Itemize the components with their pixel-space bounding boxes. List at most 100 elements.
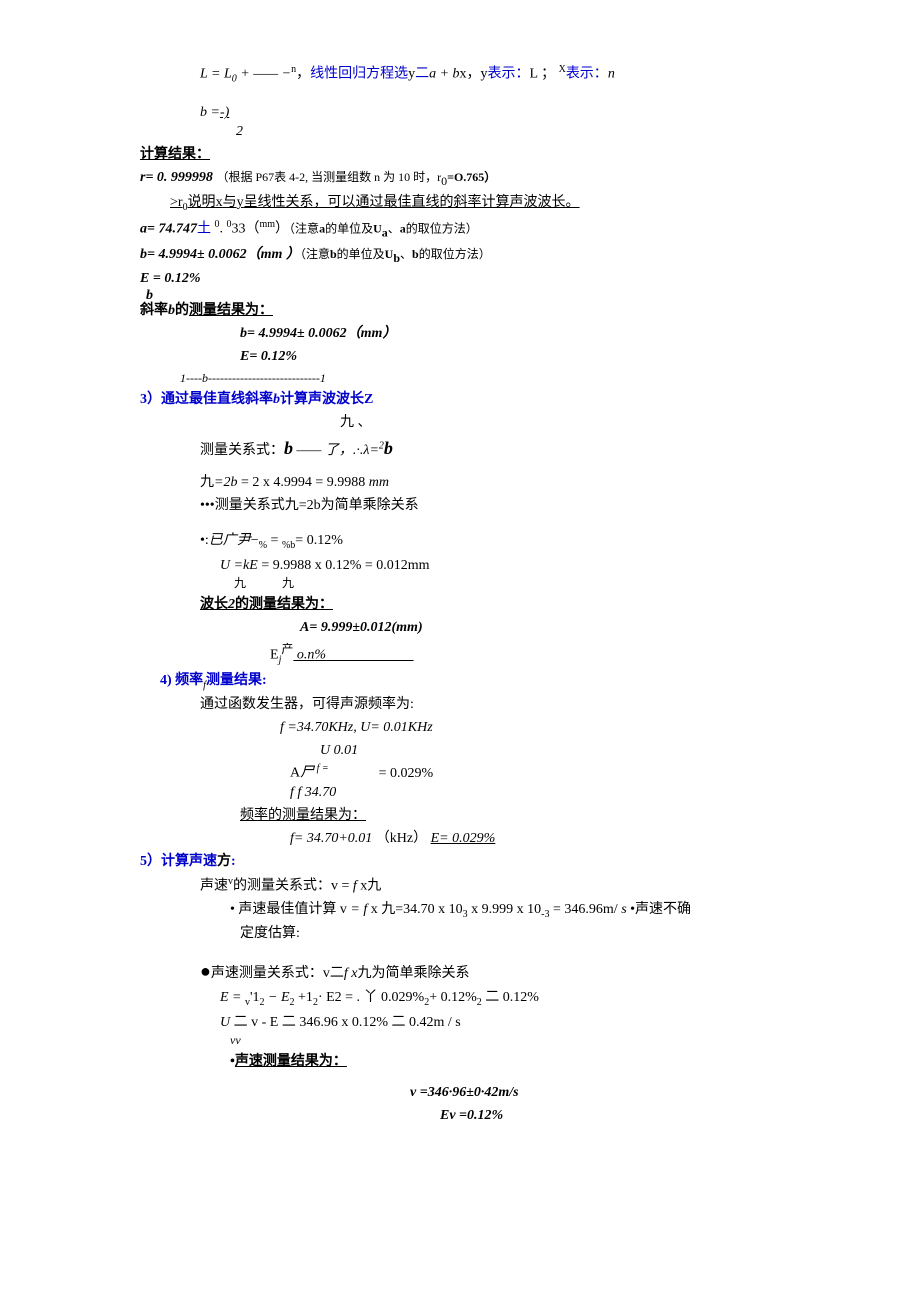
text: %	[259, 540, 267, 551]
text: • 声速最佳值计算 v	[230, 902, 350, 917]
text: 定度估算:	[140, 923, 820, 944]
text: 的单位及	[337, 247, 385, 261]
text: 土	[197, 222, 215, 237]
text: = 346.96m/	[550, 902, 622, 917]
text: ）	[275, 222, 289, 237]
text: b	[284, 438, 293, 458]
text: f f 34.70	[140, 782, 820, 803]
text: :	[231, 854, 236, 869]
line-34: U 二 v - E 二 346.96 x 0.12% 二 0.42m / s	[140, 1012, 820, 1033]
eq-b-frac: b =-)	[140, 102, 820, 123]
line-16: •••测量关系式九=2b为简单乘除关系	[140, 495, 820, 516]
text: y	[481, 67, 488, 82]
text: 说明	[188, 195, 216, 210]
result-v: v =346·96±0·42m/s	[140, 1082, 820, 1103]
text: 的测量结果为：	[235, 597, 333, 612]
text: •:	[200, 533, 209, 548]
text: 的单位及	[325, 222, 373, 236]
text: · E2 = . 丫 0.029%	[318, 990, 424, 1005]
text: 测量结果为：	[189, 303, 273, 318]
line-35: •声速测量结果为：	[140, 1051, 820, 1072]
text: b =	[200, 105, 220, 120]
text: 计算声波波长	[280, 392, 364, 407]
text: 的取位方法）	[419, 247, 491, 261]
text: 表示：	[488, 67, 530, 82]
text: —— 了	[293, 443, 339, 458]
text: 九	[285, 498, 299, 513]
text: 二 v - E 二 346.96 x 0.12% 二 0.42m / s	[230, 1015, 461, 1030]
line-b: b= 4.9994± 0.0062（mm ）（注意b的单位及Ub、b的取位方法）	[140, 244, 820, 267]
text: 声速	[200, 879, 228, 894]
text: =34.70 x 10	[395, 902, 462, 917]
eq-lambda: 九=2b = 2 x 4.9994 = 9.9988 mm	[140, 472, 820, 493]
text: -)	[220, 105, 229, 120]
text: >r	[170, 195, 183, 210]
text: =O.765）	[447, 170, 496, 184]
text: 声速测量关系式：v	[211, 966, 330, 981]
text: mm	[259, 219, 275, 230]
line-32: ●声速测量关系式：v二f x九为简单乘除关系	[140, 958, 820, 985]
text: 的	[175, 303, 189, 318]
text: E	[270, 648, 279, 663]
text: n	[608, 67, 615, 82]
text: A= 9.999±0.012(mm)	[140, 617, 820, 638]
text: a + b	[429, 67, 459, 82]
result-Ev: Ev =0.12%	[140, 1105, 820, 1126]
text: X	[559, 64, 566, 75]
sec-4: 4) 频率f测量结果:	[140, 670, 820, 693]
text: 方	[217, 854, 231, 869]
text: 呈线性关系，可以通过最佳直线的斜率计算声波波长。	[244, 195, 580, 210]
text: 二 0.12%	[482, 990, 539, 1005]
line-29: 声速v的测量关系式：v = f x九	[140, 874, 820, 897]
line-r: r= 0. 999998 （根据 P67表 4-2, 当测量组数 n 为 10 …	[140, 167, 820, 190]
line-18-sub: 九九	[140, 574, 820, 592]
text: 线性回归方程选	[310, 67, 408, 82]
text: 5）计算声速	[140, 854, 217, 869]
text: = 2 x 4.9994 = 9.9988	[237, 475, 368, 490]
text: =2b	[214, 475, 237, 490]
text: f =34.70KHz, U= 0.01KHz	[140, 717, 820, 738]
text: ，.·.λ=	[339, 443, 379, 458]
text: Z	[364, 392, 373, 407]
text: •声速不确	[630, 902, 691, 917]
text: + —— −	[237, 67, 291, 82]
calc-results-heading: 计算结果：	[140, 144, 820, 165]
eq-L: L = L0 + —— −n，线性回归方程选y二a + bx，y表示：L ； X…	[140, 62, 820, 86]
text: 声速测量结果为：	[235, 1054, 347, 1069]
text: = 0.029%	[329, 766, 434, 781]
line-a: a= 74.747土 0. 033（mm）（注意a的单位及Ua、a的取位方法）	[140, 217, 820, 241]
text: L ；	[530, 67, 559, 82]
text: 产	[281, 642, 293, 656]
text: + 0.12%	[429, 990, 477, 1005]
text: 波长	[200, 597, 228, 612]
text: +1	[295, 990, 313, 1005]
line-30: • 声速最佳值计算 v = f x 九=34.70 x 103 x 9.999 …	[140, 899, 820, 922]
text: =	[267, 533, 282, 548]
text: 的取位方法）	[406, 222, 478, 236]
text: b	[273, 392, 280, 407]
text: U	[220, 1015, 230, 1030]
text: 九	[246, 576, 294, 590]
text: f x	[344, 966, 358, 981]
text: r= 0. 999998	[140, 170, 216, 185]
text: 、	[388, 222, 400, 236]
text: 1----b----------------------------1	[140, 369, 820, 387]
text: U =kE	[220, 558, 258, 573]
line-17: •:已广尹−% = %b= 0.12%	[140, 530, 820, 553]
text: （注意	[289, 222, 319, 236]
line-25: A尸 f == 0.029%	[140, 761, 820, 784]
text: 九	[234, 576, 246, 590]
text: 九	[367, 879, 381, 894]
text: E= 0.12%	[140, 346, 820, 367]
text: vv	[140, 1031, 820, 1049]
eq-measure: 测量关系式：b —— 了，.·.λ=2b	[140, 435, 820, 462]
text: 二	[415, 67, 429, 82]
text: x 9.999 x 10	[468, 902, 542, 917]
sec-3: 3）通过最佳直线斜率b计算声波波长Z	[140, 389, 820, 410]
text: x	[216, 195, 223, 210]
eq-b-denom: 2	[140, 121, 820, 142]
line-27: f= 34.70+0.01 （kHz） E= 0.029%	[140, 828, 820, 849]
text: b	[412, 247, 419, 261]
text: U 0.01	[140, 740, 820, 761]
text: 为简单乘除关系	[371, 966, 469, 981]
